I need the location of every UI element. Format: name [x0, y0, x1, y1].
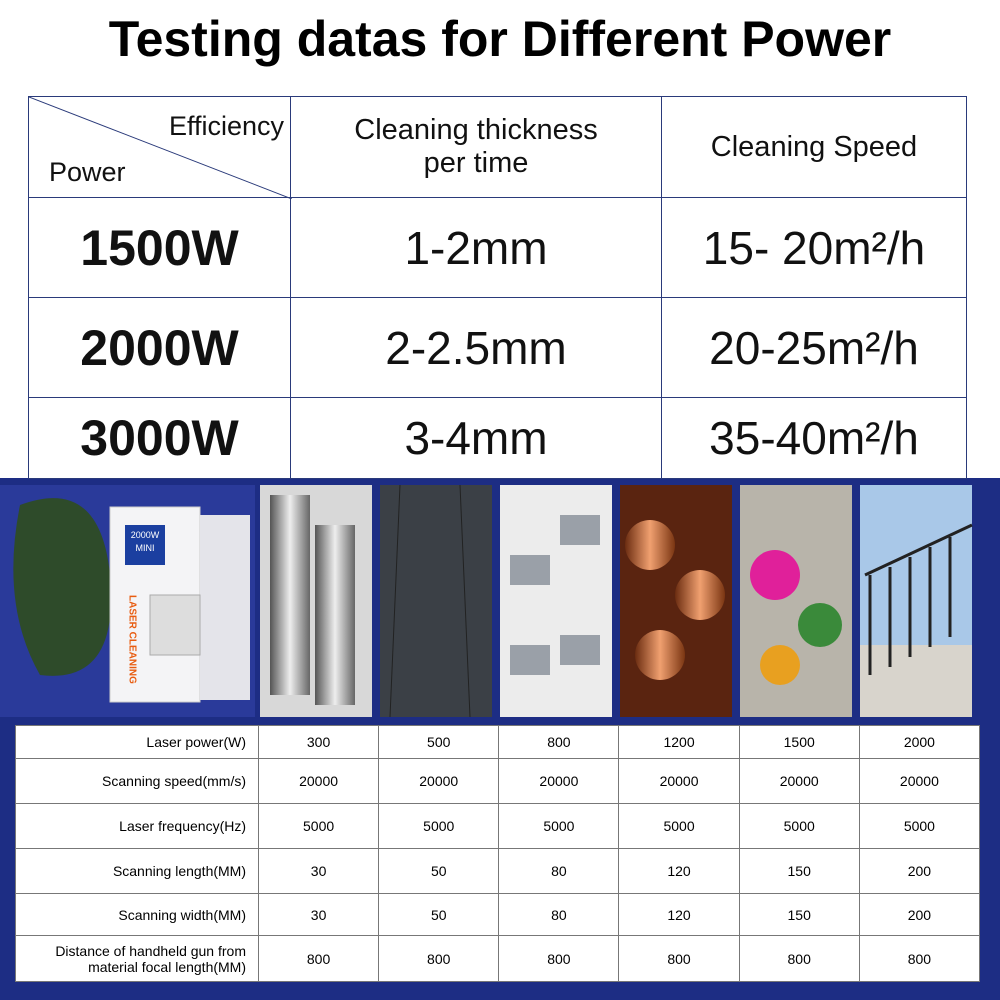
- spec-value: 800: [498, 725, 620, 759]
- side-text: LASER CLEANING: [127, 595, 138, 684]
- value-cell: 15- 20m²/h: [661, 197, 967, 298]
- spec-value: 800: [858, 935, 981, 982]
- spec-row: Scanning length(MM) 30 50 80 120 150 200: [15, 848, 981, 894]
- spec-value: 120: [618, 893, 740, 936]
- value-cell: 1-2mm: [290, 197, 662, 298]
- spec-row: Scanning speed(mm/s) 20000 20000 20000 20000…: [15, 758, 981, 804]
- badge-model: MINI: [136, 543, 155, 553]
- spec-label: Scanning speed(mm/s): [15, 758, 259, 804]
- spec-value: 80: [498, 893, 620, 936]
- spec-value: 800: [618, 935, 740, 982]
- diagonal: [29, 97, 292, 199]
- spec-value: 30: [257, 848, 380, 894]
- spec-value: 800: [498, 935, 620, 982]
- column-header: Cleaning thickness per time: [290, 96, 662, 198]
- spec-value: 1200: [618, 725, 740, 759]
- power-cell: 3000W: [28, 397, 291, 479]
- column-header: Cleaning Speed: [661, 96, 967, 198]
- power-cell: 1500W: [28, 197, 291, 298]
- spec-value: 200: [858, 848, 981, 894]
- photo-strip: 2000W MINI LASER CLEANING: [0, 485, 973, 718]
- spec-value: 5000: [858, 803, 981, 849]
- spec-value: 20000: [378, 758, 500, 804]
- spec-value: 5000: [378, 803, 500, 849]
- spec-value: 5000: [618, 803, 740, 849]
- spec-label: Distance of handheld gun from material f…: [15, 935, 259, 982]
- spec-value: 150: [738, 893, 860, 936]
- spec-label: Scanning length(MM): [15, 848, 259, 894]
- spec-value: 20000: [618, 758, 740, 804]
- value-cell: 3-4mm: [290, 397, 662, 479]
- spec-value: 2000: [858, 725, 981, 759]
- power-cell: 2000W: [28, 297, 291, 398]
- spec-value: 20000: [858, 758, 981, 804]
- spec-value: 800: [738, 935, 860, 982]
- spec-row: Laser power(W) 300 500 800 1200 1500 2000: [15, 725, 981, 759]
- spec-value: 20000: [738, 758, 860, 804]
- spec-value: 5000: [498, 803, 620, 849]
- spec-value: 30: [257, 893, 380, 936]
- spec-label: Laser power(W): [15, 725, 259, 759]
- value-cell: 35-40m²/h: [661, 397, 967, 479]
- value-cell: 20-25m²/h: [661, 297, 967, 398]
- spec-row: Laser frequency(Hz) 5000 5000 5000 5000 5000 5…: [15, 803, 981, 849]
- corner-top: Efficiency: [168, 111, 284, 141]
- spec-row: Scanning width(MM) 30 50 80 120 150 200: [15, 893, 981, 936]
- badge-power: 2000W: [131, 530, 160, 540]
- spec-value: 500: [378, 725, 500, 759]
- corner-bottom: Power: [49, 157, 126, 187]
- spec-value: 800: [257, 935, 380, 982]
- spec-label: Scanning width(MM): [15, 893, 259, 936]
- spec-value: 5000: [257, 803, 380, 849]
- spec-row: Distance of handheld gun from material f…: [15, 935, 981, 982]
- spec-value: 800: [378, 935, 500, 982]
- spec-value: 120: [618, 848, 740, 894]
- corner-cell: Efficiency Power: [28, 96, 292, 199]
- spec-value: 1500: [738, 725, 860, 759]
- spec-value: 50: [378, 848, 500, 894]
- spec-value: 150: [738, 848, 860, 894]
- spec-value: 200: [858, 893, 981, 936]
- spec-label: Laser frequency(Hz): [15, 803, 259, 849]
- title: Testing datas for Different Power: [108, 11, 892, 67]
- spec-value: 5000: [738, 803, 860, 849]
- value-cell: 2-2.5mm: [290, 297, 662, 398]
- spec-value: 20000: [498, 758, 620, 804]
- spec-value: 20000: [257, 758, 380, 804]
- spec-value: 80: [498, 848, 620, 894]
- spec-value: 50: [378, 893, 500, 936]
- spec-table: Laser power(W) 300 500 800 1200 1500 2000 Scann…: [15, 725, 981, 982]
- spec-value: 300: [257, 725, 380, 759]
